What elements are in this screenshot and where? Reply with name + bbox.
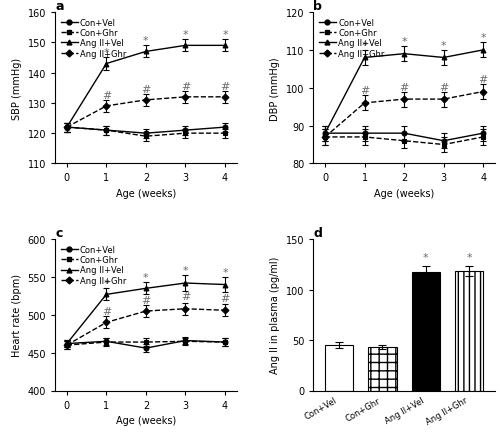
Text: #: # <box>220 82 230 92</box>
Bar <box>455 272 483 391</box>
Text: c: c <box>55 227 62 240</box>
Text: #: # <box>478 75 488 85</box>
Y-axis label: DBP (mmHg): DBP (mmHg) <box>270 57 280 120</box>
Bar <box>325 345 353 391</box>
Text: *: * <box>182 266 188 276</box>
Y-axis label: Ang II in plasma (pg/ml): Ang II in plasma (pg/ml) <box>270 256 280 374</box>
Text: *: * <box>104 279 109 289</box>
Text: *: * <box>143 273 148 283</box>
Text: #: # <box>439 82 448 92</box>
Text: #: # <box>141 85 150 95</box>
Text: d: d <box>313 227 322 240</box>
X-axis label: Age (weeks): Age (weeks) <box>374 189 434 199</box>
Text: *: * <box>402 37 407 47</box>
Text: #: # <box>220 293 230 303</box>
Text: *: * <box>182 30 188 40</box>
Bar <box>368 347 396 391</box>
X-axis label: Age (weeks): Age (weeks) <box>116 415 176 425</box>
Y-axis label: SBP (mmHg): SBP (mmHg) <box>12 58 22 119</box>
Bar <box>412 273 440 391</box>
Text: *: * <box>143 36 148 46</box>
Text: #: # <box>400 82 409 92</box>
Text: a: a <box>55 0 64 13</box>
Text: #: # <box>180 292 190 302</box>
Text: #: # <box>180 82 190 92</box>
Legend: Con+Vel, Con+Ghr, Ang II+Vel, Ang II+Ghr: Con+Vel, Con+Ghr, Ang II+Vel, Ang II+Ghr <box>59 17 128 60</box>
Legend: Con+Vel, Con+Ghr, Ang II+Vel, Ang II+Ghr: Con+Vel, Con+Ghr, Ang II+Vel, Ang II+Ghr <box>59 244 128 287</box>
Text: #: # <box>141 295 150 305</box>
Legend: Con+Vel, Con+Ghr, Ang II+Vel, Ang II+Ghr: Con+Vel, Con+Ghr, Ang II+Vel, Ang II+Ghr <box>318 17 386 60</box>
Text: *: * <box>362 41 368 51</box>
Text: *: * <box>222 267 228 277</box>
Y-axis label: Heart rate (bpm): Heart rate (bpm) <box>12 274 22 356</box>
Text: #: # <box>102 91 111 101</box>
Text: #: # <box>360 86 370 96</box>
Text: *: * <box>104 48 109 58</box>
Text: #: # <box>102 306 111 316</box>
Text: *: * <box>466 253 472 263</box>
Text: b: b <box>313 0 322 13</box>
Text: *: * <box>222 30 228 40</box>
X-axis label: Age (weeks): Age (weeks) <box>116 189 176 199</box>
Text: *: * <box>480 33 486 43</box>
Text: *: * <box>441 41 446 51</box>
Text: *: * <box>423 253 428 263</box>
